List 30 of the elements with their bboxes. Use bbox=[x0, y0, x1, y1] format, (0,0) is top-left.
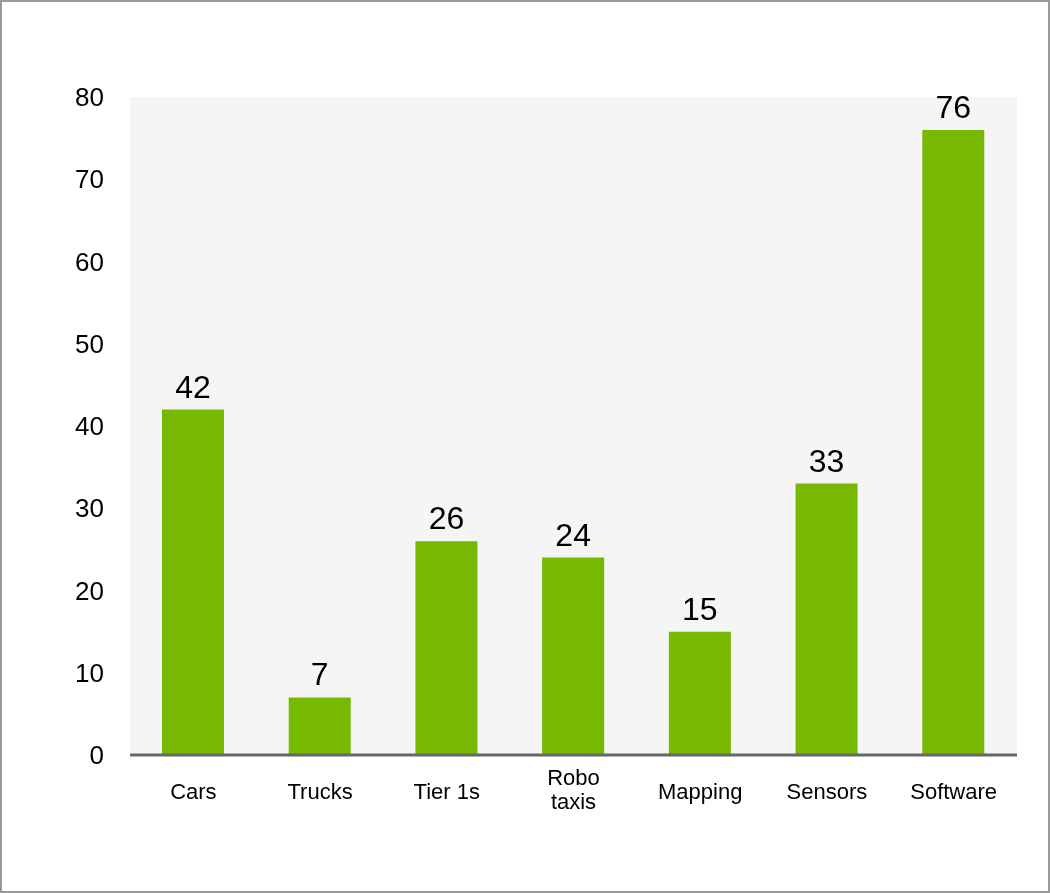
bar bbox=[795, 483, 858, 755]
x-tick-label: Robo taxis bbox=[547, 765, 600, 814]
x-tick-label: Software bbox=[910, 779, 998, 804]
x-tick-label: Tier 1s bbox=[413, 779, 480, 804]
y-tick-label: 80 bbox=[75, 82, 104, 113]
bar bbox=[288, 697, 351, 755]
data-label: 24 bbox=[555, 516, 591, 553]
y-tick-label: 0 bbox=[89, 740, 104, 771]
y-tick-label: 10 bbox=[75, 657, 104, 688]
y-tick-label: 40 bbox=[75, 411, 104, 442]
y-tick-label: 50 bbox=[75, 328, 104, 359]
bar bbox=[162, 409, 224, 755]
data-label: 76 bbox=[935, 88, 972, 125]
data-label: 7 bbox=[310, 656, 329, 693]
x-tick-label: Mapping bbox=[658, 779, 743, 804]
bar bbox=[922, 129, 985, 755]
y-tick-label: 30 bbox=[75, 493, 104, 524]
data-label: 42 bbox=[175, 368, 211, 405]
x-tick-label: Cars bbox=[170, 779, 217, 804]
y-tick-label: 20 bbox=[75, 575, 104, 606]
data-label: 15 bbox=[682, 590, 718, 627]
bar bbox=[668, 631, 731, 755]
bar bbox=[415, 541, 478, 755]
data-label: 33 bbox=[808, 442, 845, 479]
y-tick-label: 70 bbox=[75, 164, 104, 195]
x-tick-label: Sensors bbox=[786, 779, 868, 804]
x-tick-label: Trucks bbox=[287, 779, 353, 804]
bar bbox=[542, 557, 605, 755]
y-tick-label: 60 bbox=[75, 246, 104, 277]
data-label: 26 bbox=[428, 500, 465, 537]
